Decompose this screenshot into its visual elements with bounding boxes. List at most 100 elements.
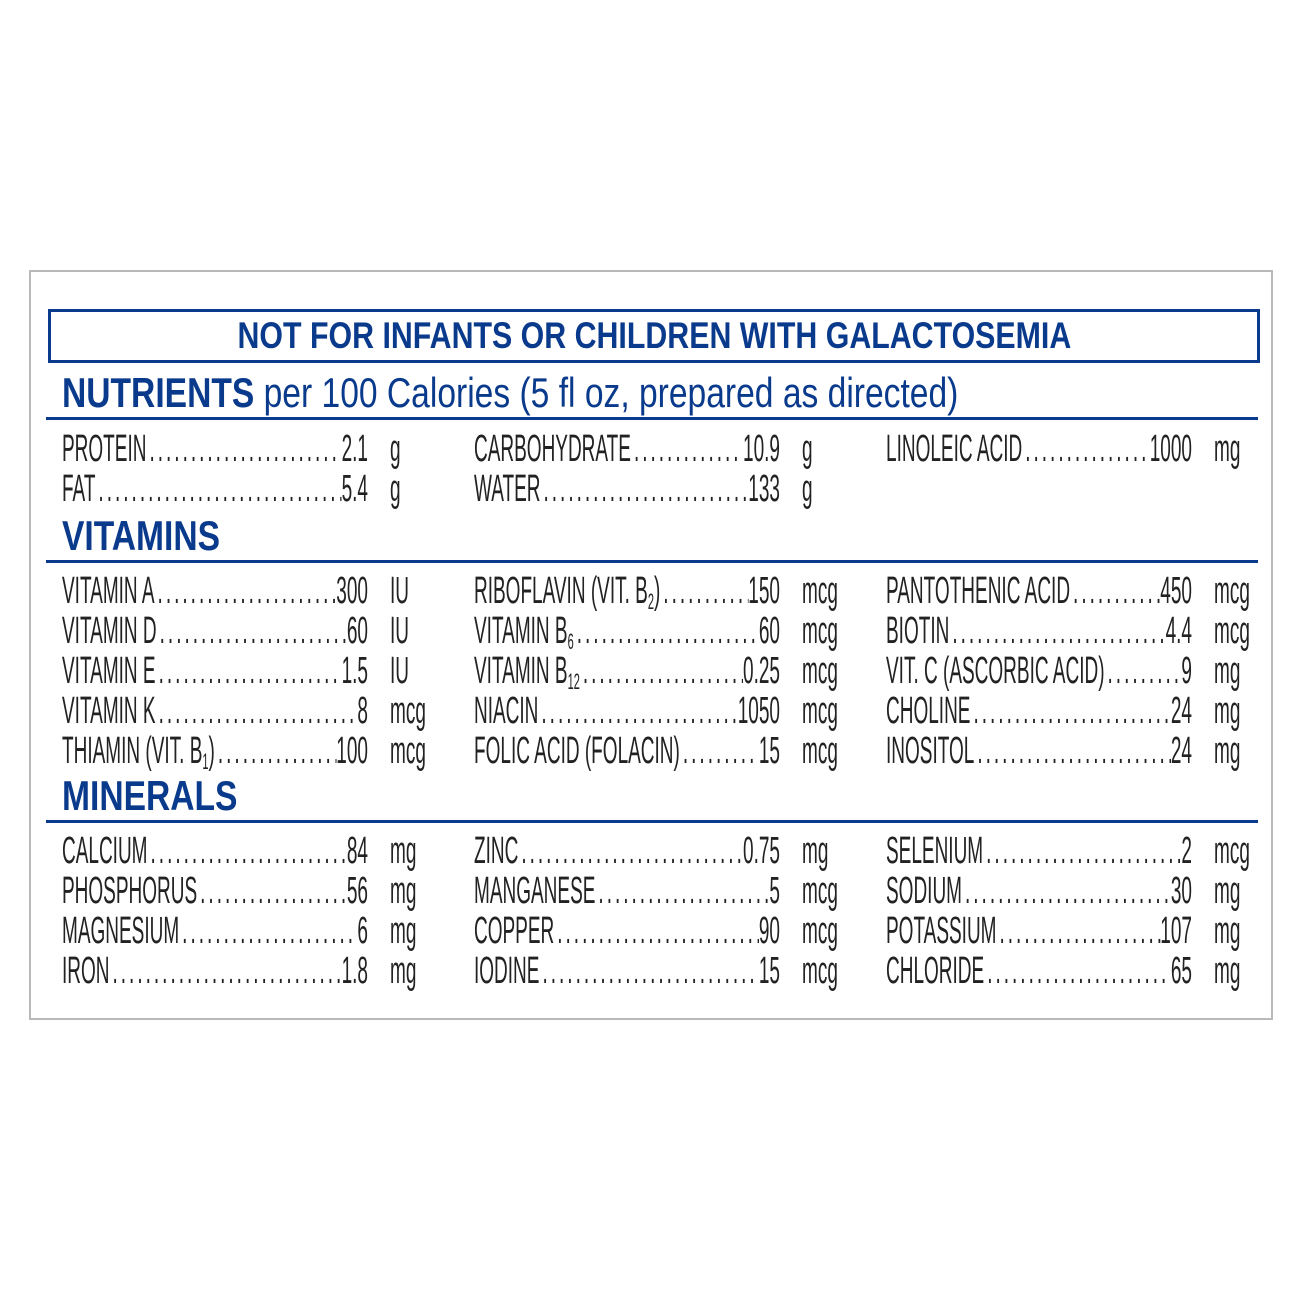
dot-leader: ........................................… — [633, 429, 743, 469]
minerals-row: SODIUM..................................… — [886, 871, 1192, 911]
nutrient-value: 2 — [1181, 830, 1192, 872]
nutrient-value: 60 — [346, 610, 368, 652]
nutrient-value: 24 — [1170, 690, 1192, 732]
nutrient-unit: g — [390, 468, 401, 510]
dot-leader: ........................................… — [112, 951, 342, 991]
minerals-row: MANGANESE...............................… — [474, 871, 780, 911]
vitamins-row: PANTOTHENIC ACID........................… — [886, 571, 1192, 611]
label-suffix: ) — [208, 730, 215, 772]
label-text: PANTOTHENIC ACID — [886, 570, 1071, 612]
minerals-row: SELENIUM................................… — [886, 831, 1192, 871]
nutrient-label: CHLORIDE — [886, 951, 984, 991]
dot-leader: ........................................… — [965, 871, 1171, 911]
label-text: CARBOHYDRATE — [474, 428, 631, 470]
vitamins-heading: VITAMINS — [62, 513, 220, 559]
nutrient-label: LINOLEIC ACID — [886, 429, 1022, 469]
nutrient-label: WATER — [474, 469, 540, 509]
divider — [46, 560, 1258, 563]
nutrient-label: VITAMIN B12 — [474, 651, 580, 693]
nutrient-value: 90 — [758, 910, 780, 952]
label-text: IRON — [62, 950, 110, 992]
label-subscript: 6 — [567, 629, 574, 654]
nutrient-value: 9 — [1181, 650, 1192, 692]
nutrient-value: 84 — [346, 830, 368, 872]
dot-leader: ........................................… — [150, 831, 347, 871]
nutrient-unit: mcg — [802, 870, 838, 912]
nutrient-label: SELENIUM — [886, 831, 983, 871]
nutrient-unit: g — [802, 468, 813, 510]
minerals-row: MAGNESIUM...............................… — [62, 911, 368, 951]
nutrient-label: INOSITOL — [886, 731, 974, 771]
nutrient-unit: mg — [390, 870, 417, 912]
vitamins-row: NIACIN..................................… — [474, 691, 780, 731]
nutrient-unit: mcg — [1214, 570, 1250, 612]
nutrient-unit: mg — [1214, 730, 1241, 772]
nutrient-label: VITAMIN E — [62, 651, 156, 691]
nutrients-row: LINOLEIC ACID...........................… — [886, 429, 1192, 469]
label-text: INOSITOL — [886, 730, 975, 772]
vitamins-title: VITAMINS — [62, 512, 221, 559]
dot-leader: ........................................… — [1073, 571, 1160, 611]
label-text: ZINC — [474, 830, 519, 872]
nutrient-unit: IU — [390, 650, 409, 692]
nutrient-value: 1.5 — [341, 650, 368, 692]
vitamins-row: VITAMIN A...............................… — [62, 571, 368, 611]
nutrient-unit: mg — [390, 950, 417, 992]
label-text: VITAMIN B — [474, 610, 568, 652]
vitamins-row: FOLIC ACID (FOLACIN)....................… — [474, 731, 780, 771]
nutrient-label: IODINE — [474, 951, 539, 991]
divider — [46, 417, 1258, 420]
nutrient-label: SODIUM — [886, 871, 962, 911]
label-text: MANGANESE — [474, 870, 596, 912]
nutrient-label: COPPER — [474, 911, 554, 951]
nutrient-label: POTASSIUM — [886, 911, 997, 951]
dot-leader: ........................................… — [541, 691, 737, 731]
label-subscript: 2 — [647, 589, 654, 614]
label-suffix: ) — [653, 570, 661, 612]
galactosemia-warning-banner: NOT FOR INFANTS OR CHILDREN WITH GALACTO… — [48, 309, 1260, 363]
nutrients-row: FAT.....................................… — [62, 469, 368, 509]
nutrient-label: VIT. C (ASCORBIC ACID) — [886, 651, 1105, 691]
nutrient-label: CALCIUM — [62, 831, 148, 871]
nutrients-row: CARBOHYDRATE............................… — [474, 429, 780, 469]
nutrient-value: 15 — [758, 730, 780, 772]
nutrient-value: 56 — [346, 870, 368, 912]
nutrient-value: 5.4 — [341, 468, 368, 510]
label-text: SODIUM — [886, 870, 962, 912]
dot-leader: ........................................… — [576, 611, 759, 651]
nutrition-panel — [29, 270, 1273, 1020]
dot-leader: ........................................… — [1025, 429, 1150, 469]
label-text: CALCIUM — [62, 830, 148, 872]
label-text: THIAMIN (VIT. B — [62, 730, 203, 772]
nutrient-value: 60 — [758, 610, 780, 652]
label-text: NIACIN — [474, 690, 539, 732]
nutrient-unit: mg — [1214, 650, 1241, 692]
vitamins-row: VITAMIN B6..............................… — [474, 610, 780, 654]
label-text: VIT. C (ASCORBIC ACID) — [886, 650, 1105, 692]
dot-leader: ........................................… — [952, 611, 1165, 651]
nutrient-value: 6 — [357, 910, 368, 952]
minerals-heading: MINERALS — [62, 773, 237, 819]
nutrient-value: 0.75 — [743, 830, 780, 872]
label-text: VITAMIN D — [62, 610, 157, 652]
nutrients-heading: NUTRIENTS per 100 Calories (5 fl oz, pre… — [62, 370, 958, 416]
nutrient-value: 133 — [748, 468, 780, 510]
nutrient-label: CHOLINE — [886, 691, 970, 731]
nutrient-label: IRON — [62, 951, 110, 991]
minerals-row: COPPER..................................… — [474, 911, 780, 951]
dot-leader: ........................................… — [999, 911, 1161, 951]
nutrient-label: ZINC — [474, 831, 518, 871]
nutrient-unit: mcg — [390, 690, 426, 732]
nutrient-label: NIACIN — [474, 691, 538, 731]
label-text: BIOTIN — [886, 610, 950, 652]
nutrient-label: VITAMIN B6 — [474, 610, 574, 654]
nutrient-value: 150 — [748, 570, 780, 612]
vitamins-row: INOSITOL................................… — [886, 731, 1192, 771]
dot-leader: ........................................… — [149, 429, 341, 469]
nutrient-unit: mg — [390, 830, 417, 872]
nutrient-unit: mcg — [802, 730, 838, 772]
label-text: COPPER — [474, 910, 555, 952]
nutrient-unit: mcg — [390, 730, 426, 772]
nutrient-label: MAGNESIUM — [62, 911, 179, 951]
label-text: CHOLINE — [886, 690, 971, 732]
